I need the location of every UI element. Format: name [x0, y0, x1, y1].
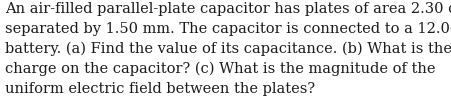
Text: battery. (a) Find the value of its capacitance. (b) What is the: battery. (a) Find the value of its capac… — [5, 42, 451, 56]
Text: separated by 1.50 mm. The capacitor is connected to a 12.0-V: separated by 1.50 mm. The capacitor is c… — [5, 22, 451, 36]
Text: An air-filled parallel-plate capacitor has plates of area 2.30 cm²: An air-filled parallel-plate capacitor h… — [5, 1, 451, 16]
Text: uniform electric field between the plates?: uniform electric field between the plate… — [5, 82, 315, 96]
Text: charge on the capacitor? (c) What is the magnitude of the: charge on the capacitor? (c) What is the… — [5, 62, 435, 76]
